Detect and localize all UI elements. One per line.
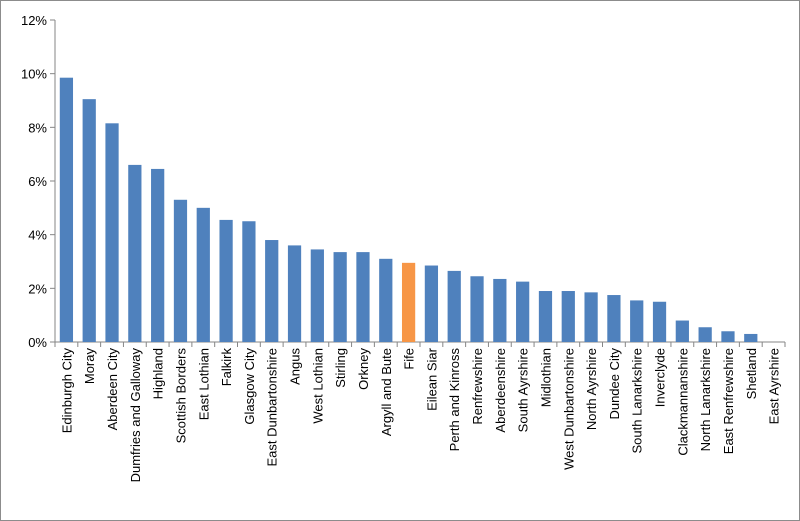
bar-clackmannanshire [675, 320, 689, 342]
x-category-label: Moray [82, 348, 97, 385]
bar-south-ayrshire [516, 281, 530, 342]
y-tick-label: 8% [28, 120, 47, 135]
x-category-label: Argyll and Bute [379, 348, 394, 436]
x-category-label: Fife [402, 348, 417, 370]
bar-scottish-borders [173, 199, 188, 342]
x-category-label: Falkirk [219, 348, 234, 387]
x-category-label: Aberdeenshire [493, 348, 508, 433]
y-tick-label: 4% [28, 228, 47, 243]
x-category-label: Scottish Borders [173, 348, 188, 444]
bar-west-lothian [310, 249, 324, 342]
bar-highland [151, 168, 165, 342]
bar-orkney [356, 252, 370, 342]
bar-midlothian [538, 291, 553, 342]
bar-glasgow-city [242, 221, 256, 342]
bar-fife [401, 262, 416, 342]
bar-angus [287, 245, 302, 342]
bar-north-ayrshire [584, 292, 598, 342]
x-category-label: Inverclyde [653, 348, 668, 407]
bar-inverclyde [652, 301, 667, 342]
y-tick-label: 2% [28, 281, 47, 296]
bar-falkirk [219, 219, 233, 342]
x-category-label: West Lothian [310, 348, 325, 424]
bar-renfrewshire [470, 276, 484, 342]
x-category-label: Clackmannanshire [675, 348, 690, 456]
x-category-label: West Dunbartonshire [561, 348, 576, 470]
x-category-label: East Ayrshire [767, 348, 782, 424]
bar-shetland [744, 333, 758, 342]
bar-dumfries-and-galloway [128, 164, 142, 342]
bar-east-dunbartonshire [265, 240, 279, 342]
x-category-label: South Ayrshire [516, 348, 531, 432]
bar-moray [82, 99, 96, 343]
bar-east-renfrewshire [721, 331, 735, 342]
x-category-label: South Lanarkshire [630, 348, 645, 454]
x-category-label: Renfrewshire [470, 348, 485, 425]
y-tick-label: 0% [28, 335, 47, 350]
y-tick-label: 12% [21, 13, 47, 28]
x-category-label: Shetland [744, 348, 759, 399]
x-category-label: North Lanarkshire [698, 348, 713, 451]
x-category-label: Orkney [356, 348, 371, 390]
y-tick-label: 6% [28, 174, 47, 189]
bar-perth-and-kinross [447, 270, 461, 342]
bar-eilean-siar [424, 265, 439, 342]
bar-west-dunbartonshire [561, 291, 575, 342]
x-category-label: Aberdeen City [105, 348, 120, 431]
x-category-label: North Ayrshire [584, 348, 599, 430]
x-category-label: Midlothian [538, 348, 553, 407]
bar-stirling [333, 252, 347, 342]
x-category-label: Dundee City [607, 348, 622, 420]
x-category-label: East Renfrewshire [721, 348, 736, 454]
bar-aberdeenshire [493, 278, 507, 342]
bar-argyll-and-bute [379, 258, 393, 342]
bar-east-lothian [196, 207, 210, 342]
bar-north-lanarkshire [698, 327, 712, 342]
x-category-label: East Lothian [196, 348, 211, 420]
x-category-label: Stirling [333, 348, 348, 388]
x-category-label: Edinburgh City [59, 348, 74, 434]
y-tick-label: 10% [21, 67, 47, 82]
x-category-label: Glasgow City [242, 348, 257, 425]
x-category-label: Highland [151, 348, 166, 399]
x-category-label: Dumfries and Galloway [128, 348, 143, 483]
x-category-label: Angus [288, 348, 303, 385]
bar-dundee-city [607, 295, 621, 342]
bar-aberdeen-city [105, 123, 119, 342]
x-category-label: East Dunbartonshire [265, 348, 280, 467]
bar-south-lanarkshire [630, 300, 644, 342]
x-category-label: Perth and Kinross [447, 348, 462, 452]
x-category-label: Eilean Siar [424, 347, 439, 411]
bar-edinburgh-city [59, 77, 74, 343]
